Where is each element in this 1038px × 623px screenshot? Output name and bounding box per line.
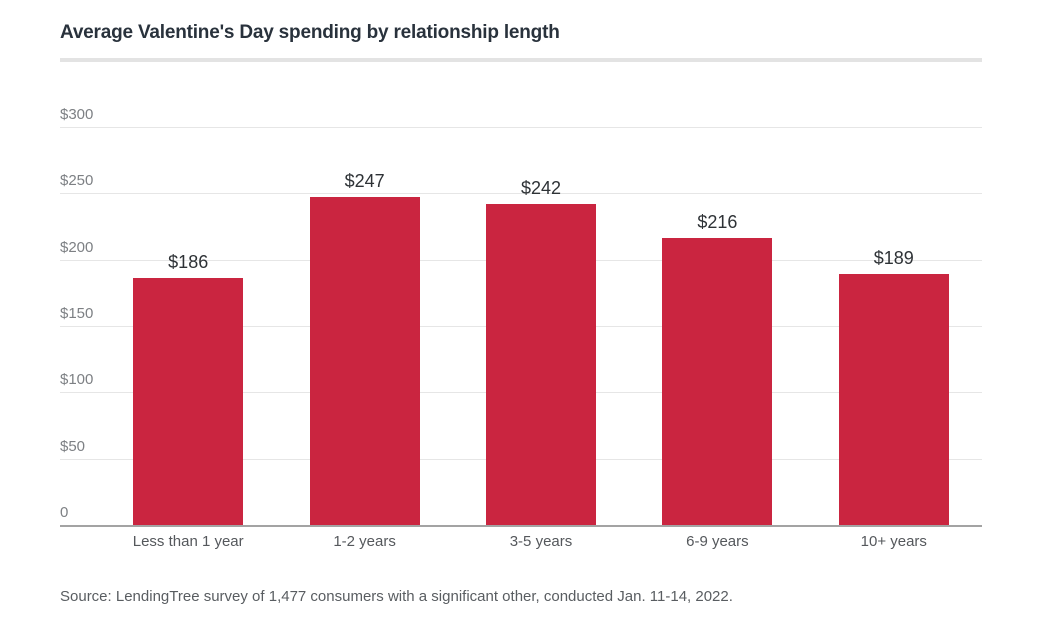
bar-10-years bbox=[838, 274, 949, 525]
y-tick-label: $300 bbox=[60, 106, 94, 123]
x-axis-label: 1-2 years bbox=[333, 533, 396, 550]
source-note: Source: LendingTree survey of 1,477 cons… bbox=[60, 588, 733, 605]
bar-6-9-years bbox=[662, 238, 773, 525]
y-tick-label: $200 bbox=[60, 238, 94, 256]
y-tick-label: $50 bbox=[60, 437, 86, 455]
bar-less-than-1-year bbox=[133, 278, 244, 525]
x-axis-label: 10+ years bbox=[860, 533, 927, 550]
y-tick-label: $100 bbox=[60, 371, 94, 389]
bar-value-label: $247 bbox=[344, 171, 385, 192]
bar-value-label: $216 bbox=[697, 212, 738, 233]
y-tick-label: $150 bbox=[60, 305, 94, 322]
plot-area: $300 $250 $200 $150 $100 $50 0 $186 $247 $242 $21… bbox=[60, 106, 982, 527]
x-axis: Less than 1 year 1-2 years 3-5 years 6-9 ye… bbox=[60, 533, 982, 555]
x-axis-label: 6-9 years bbox=[686, 533, 749, 550]
gridline bbox=[60, 127, 982, 128]
y-tick-label: $250 bbox=[60, 172, 94, 190]
bar-value-label: $242 bbox=[520, 177, 562, 198]
bar-1-2-years bbox=[309, 197, 420, 525]
x-axis-label: 3-5 years bbox=[509, 533, 573, 550]
x-axis-baseline bbox=[60, 525, 982, 527]
gridline bbox=[60, 193, 982, 195]
bar-value-label: $189 bbox=[873, 248, 914, 269]
y-tick-label: 0 bbox=[60, 504, 69, 521]
x-axis-label: Less than 1 year bbox=[132, 533, 244, 550]
bar-value-label: $186 bbox=[168, 252, 209, 273]
bar-3-5-years bbox=[486, 203, 596, 525]
chart-title: Average Valentine's Day spending by rela… bbox=[60, 22, 560, 43]
title-divider bbox=[60, 58, 982, 62]
